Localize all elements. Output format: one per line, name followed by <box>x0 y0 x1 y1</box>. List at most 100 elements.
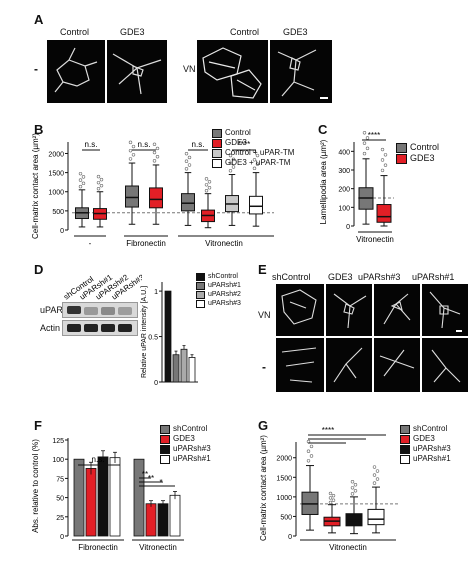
panel-g-box-box <box>367 508 385 526</box>
panel-b-tick-label: 1000 <box>48 190 64 197</box>
panel-g-box-outlier <box>309 444 314 449</box>
legend-label: uPARsh#1 <box>208 282 241 289</box>
panel-g-box-outlier <box>331 498 336 502</box>
blot-row-upar: uPAR <box>40 305 63 315</box>
legend-label: shControl <box>208 273 238 280</box>
panel-f-bar <box>133 458 145 537</box>
legend-f-shcontrol: shControl <box>160 424 211 434</box>
panel-b-sig-label: n.s. <box>192 140 205 149</box>
panel-f-sig-label: ** <box>148 474 154 483</box>
panel-b-group-fibronectin: Fibronectin <box>126 239 166 248</box>
panel-b-box-box <box>181 193 195 212</box>
panel-f-group-vitronectin: Vitronectin <box>139 543 177 552</box>
panel-f-chart: Abs. relative to control (%) 0 25 50 75 100 1… <box>31 438 184 552</box>
legend-label: shControl <box>173 424 208 433</box>
panel-f-sig-label: n.s. <box>92 455 105 464</box>
panel-g-box-outlier <box>350 480 355 484</box>
panel-b-sig-label: **** <box>238 140 250 149</box>
panel-b-box-outlier <box>255 153 260 158</box>
panel-b-box-outlier <box>78 178 83 182</box>
micrograph-e-shcontrol-vn <box>276 284 324 336</box>
panel-c-letter: C <box>318 122 328 137</box>
legend-swatch <box>160 424 170 434</box>
panel-f-bar <box>97 456 109 537</box>
panel-b-group-none: - <box>89 239 92 248</box>
panel-b-box-outlier <box>231 157 236 162</box>
panel-f-tick-label: 25 <box>56 515 64 522</box>
legend-g-gde3: GDE3 <box>400 434 451 444</box>
legend-d-uparsh2: uPARsh#2 <box>196 290 241 299</box>
panel-b-sig-label: n.s. <box>138 140 151 149</box>
legend-label: uPARsh#3 <box>413 444 451 453</box>
panel-f-sig-label: * <box>159 478 162 487</box>
panel-c-box-outlier <box>365 136 370 140</box>
panel-b-box-outlier <box>184 167 189 171</box>
panel-g-tick-label: 2000 <box>276 456 292 463</box>
panel-e-col-uparsh1: uPARsh#1 <box>412 272 455 282</box>
legend-swatch <box>400 454 410 464</box>
panel-g-tick-label: 500 <box>280 514 292 521</box>
panel-b-box-outlier <box>96 174 101 179</box>
legend-g-uparsh1: uPARsh#1 <box>400 454 451 464</box>
panel-c-sig: **** <box>368 131 380 140</box>
panel-f-tick-label: 50 <box>56 496 64 503</box>
panel-b-box-outlier <box>228 169 233 173</box>
panel-g-box-outlier <box>309 454 314 458</box>
legend-b-gde3-uparm: GDE3 + uPAR-TM <box>212 158 294 168</box>
panel-b-box-box <box>149 187 163 209</box>
panel-b-box-outlier <box>207 180 212 184</box>
panel-b-box-outlier <box>81 181 86 186</box>
panel-f-tick-label: 0 <box>60 534 64 541</box>
panel-g-box-outlier <box>372 481 377 485</box>
legend-label: GDE3 <box>413 434 435 443</box>
panel-c-box-outlier <box>365 146 370 151</box>
legend-c-control: Control <box>396 142 439 153</box>
panel-b-box-outlier <box>96 180 101 185</box>
panel-f-group-fibronectin: Fibronectin <box>78 543 118 552</box>
blot-actin-strip <box>62 320 138 336</box>
panel-c-box-outlier <box>383 153 388 157</box>
legend-swatch <box>196 281 205 290</box>
panel-a-col-gde3-right: GDE3 <box>283 27 308 37</box>
panel-g-box-outlier <box>375 477 380 481</box>
legend-label: Control <box>225 128 251 137</box>
panel-b-letter: B <box>34 122 44 137</box>
panel-e-row-minus: - <box>262 360 266 374</box>
panel-b-legend: Control GDE3 Control + uPAR-TM GDE3 + uP… <box>212 128 294 168</box>
panel-b-box-outlier <box>131 153 136 157</box>
panel-g-sig: **** <box>322 426 334 435</box>
panel-g-tick-label: 0 <box>288 534 292 541</box>
micrograph-a-control-minus <box>47 40 105 103</box>
panel-b-box-outlier <box>131 144 136 149</box>
panel-b-box-outlier <box>78 184 83 189</box>
panel-b-box-outlier <box>184 159 189 163</box>
panel-f-tick-label: 125 <box>52 438 64 445</box>
panel-b-box-outlier <box>187 155 192 160</box>
panel-b-box-outlier <box>255 162 260 166</box>
panel-f-bar <box>145 503 157 537</box>
legend-label: GDE3 <box>410 153 435 163</box>
panel-f-bar <box>85 468 97 537</box>
panel-a-row-minus: - <box>34 62 38 76</box>
panel-c-tick-label: 300 <box>338 168 350 175</box>
panel-c-box-outlier <box>380 147 385 152</box>
panel-f-legend: shControl GDE3 uPARsh#3 uPARsh#1 <box>160 424 211 464</box>
panel-d-bar <box>180 348 188 383</box>
micrograph-e-uparsh3-minus <box>374 338 420 392</box>
panel-b-box-outlier <box>207 186 212 190</box>
panel-f-ylabel: Abs. relative to control (%) <box>31 439 40 533</box>
panel-f-sig-label: ** <box>142 470 148 479</box>
panel-f-bar <box>73 458 85 537</box>
panel-b-box-outlier <box>204 177 209 181</box>
panel-e-col-shcontrol: shControl <box>272 272 311 282</box>
micrograph-e-uparsh1-minus <box>422 338 468 392</box>
panel-b-box-outlier <box>231 165 236 169</box>
legend-swatch <box>160 454 170 464</box>
panel-d-legend: shControl uPARsh#1 uPARsh#2 uPARsh#3 <box>196 272 241 308</box>
panel-b-tick-label: 500 <box>52 209 64 216</box>
panel-g-tick-label: 1500 <box>276 475 292 482</box>
panel-b-box-outlier <box>184 151 189 156</box>
panel-b-tick-label: 0 <box>60 228 64 235</box>
panel-b-tick-label: 1500 <box>48 171 64 178</box>
legend-swatch <box>212 148 222 158</box>
